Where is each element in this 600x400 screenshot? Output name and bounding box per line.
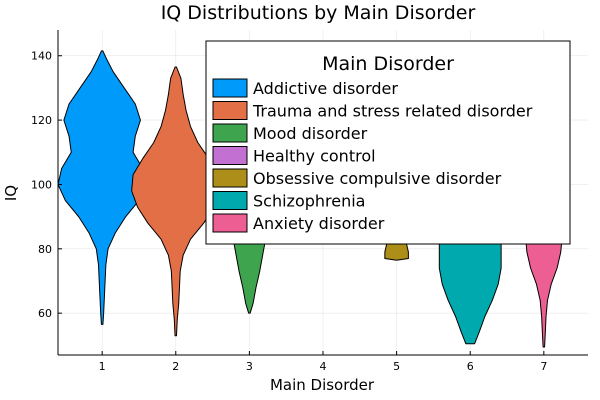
x-axis-title: Main Disorder: [270, 376, 375, 394]
y-axis-title: IQ: [2, 185, 20, 201]
x-tick-label: 1: [99, 360, 106, 373]
legend-entry: Mood disorder: [212, 123, 368, 143]
legend-entry: Addictive disorder: [212, 78, 398, 98]
legend-swatch: [212, 168, 248, 188]
legend-entry: Trauma and stress related disorder: [212, 101, 533, 121]
legend-label: Anxiety disorder: [253, 214, 385, 233]
legend-entry: Obsessive compulsive disorder: [212, 168, 502, 188]
y-tick-label: 100: [31, 178, 52, 191]
legend-swatch: [212, 213, 248, 233]
legend-swatch: [212, 78, 248, 98]
x-tick-label: 2: [172, 360, 179, 373]
legend-swatch: [212, 146, 248, 165]
legend-label: Addictive disorder: [253, 79, 398, 98]
legend-swatch: [212, 101, 248, 120]
violin-1: [57, 50, 147, 325]
legend-label: Obsessive compulsive disorder: [253, 169, 502, 188]
y-tick-label: 120: [31, 114, 52, 127]
x-tick-label: 5: [393, 360, 400, 373]
violin-layer: [57, 42, 564, 348]
x-tick-label: 6: [467, 360, 474, 373]
legend-title: Main Disorder: [322, 53, 454, 75]
axis-layer: 1 2 3 4 5 6 7 60 80 100 120 140: [31, 30, 588, 373]
legend-box: [205, 40, 571, 245]
legend-entry: Anxiety disorder: [212, 213, 385, 233]
legend-label: Schizophrenia: [253, 192, 365, 211]
y-tick-label: 140: [31, 50, 52, 63]
y-tick-label: 60: [38, 307, 52, 320]
legend-label: Healthy control: [253, 147, 376, 166]
legend: Main Disorder Addictive disorder Trauma a…: [205, 40, 571, 245]
legend-swatch: [212, 123, 248, 143]
chart-title: IQ Distributions by Main Disorder: [161, 2, 476, 24]
x-tick-label: 3: [246, 360, 253, 373]
legend-entry: Healthy control: [212, 146, 376, 166]
legend-entries: Addictive disorder Trauma and stress rela…: [212, 78, 533, 233]
violin-2: [131, 66, 221, 337]
legend-swatch: [212, 191, 248, 210]
x-tick-label: 7: [540, 360, 547, 373]
x-tick-label: 4: [320, 360, 327, 373]
legend-label: Mood disorder: [253, 124, 368, 143]
y-tick-label: 80: [38, 243, 52, 256]
legend-entry: Schizophrenia: [212, 191, 365, 211]
legend-label: Trauma and stress related disorder: [252, 102, 533, 121]
